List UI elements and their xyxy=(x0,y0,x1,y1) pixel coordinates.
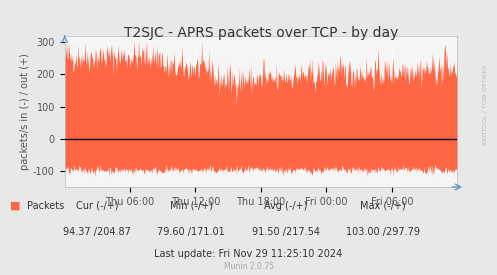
Text: RRDTOOL / TOBI OETIKER: RRDTOOL / TOBI OETIKER xyxy=(482,64,487,145)
Text: 79.60 /171.01: 79.60 /171.01 xyxy=(158,227,225,237)
Text: Munin 2.0.75: Munin 2.0.75 xyxy=(224,262,273,271)
Text: T2SJC - APRS packets over TCP - by day: T2SJC - APRS packets over TCP - by day xyxy=(124,26,398,40)
Y-axis label: packets/s in (-) / out (+): packets/s in (-) / out (+) xyxy=(20,53,30,170)
Text: Max (-/+): Max (-/+) xyxy=(360,201,406,211)
Text: ■: ■ xyxy=(10,201,20,211)
Text: Avg (-/+): Avg (-/+) xyxy=(264,201,308,211)
Text: Min (-/+): Min (-/+) xyxy=(170,201,213,211)
Text: Last update: Fri Nov 29 11:25:10 2024: Last update: Fri Nov 29 11:25:10 2024 xyxy=(155,249,342,259)
Text: Packets: Packets xyxy=(27,201,65,211)
Text: 91.50 /217.54: 91.50 /217.54 xyxy=(252,227,320,237)
Text: Cur (-/+): Cur (-/+) xyxy=(76,201,118,211)
Text: 94.37 /204.87: 94.37 /204.87 xyxy=(63,227,131,237)
Text: 103.00 /297.79: 103.00 /297.79 xyxy=(346,227,419,237)
